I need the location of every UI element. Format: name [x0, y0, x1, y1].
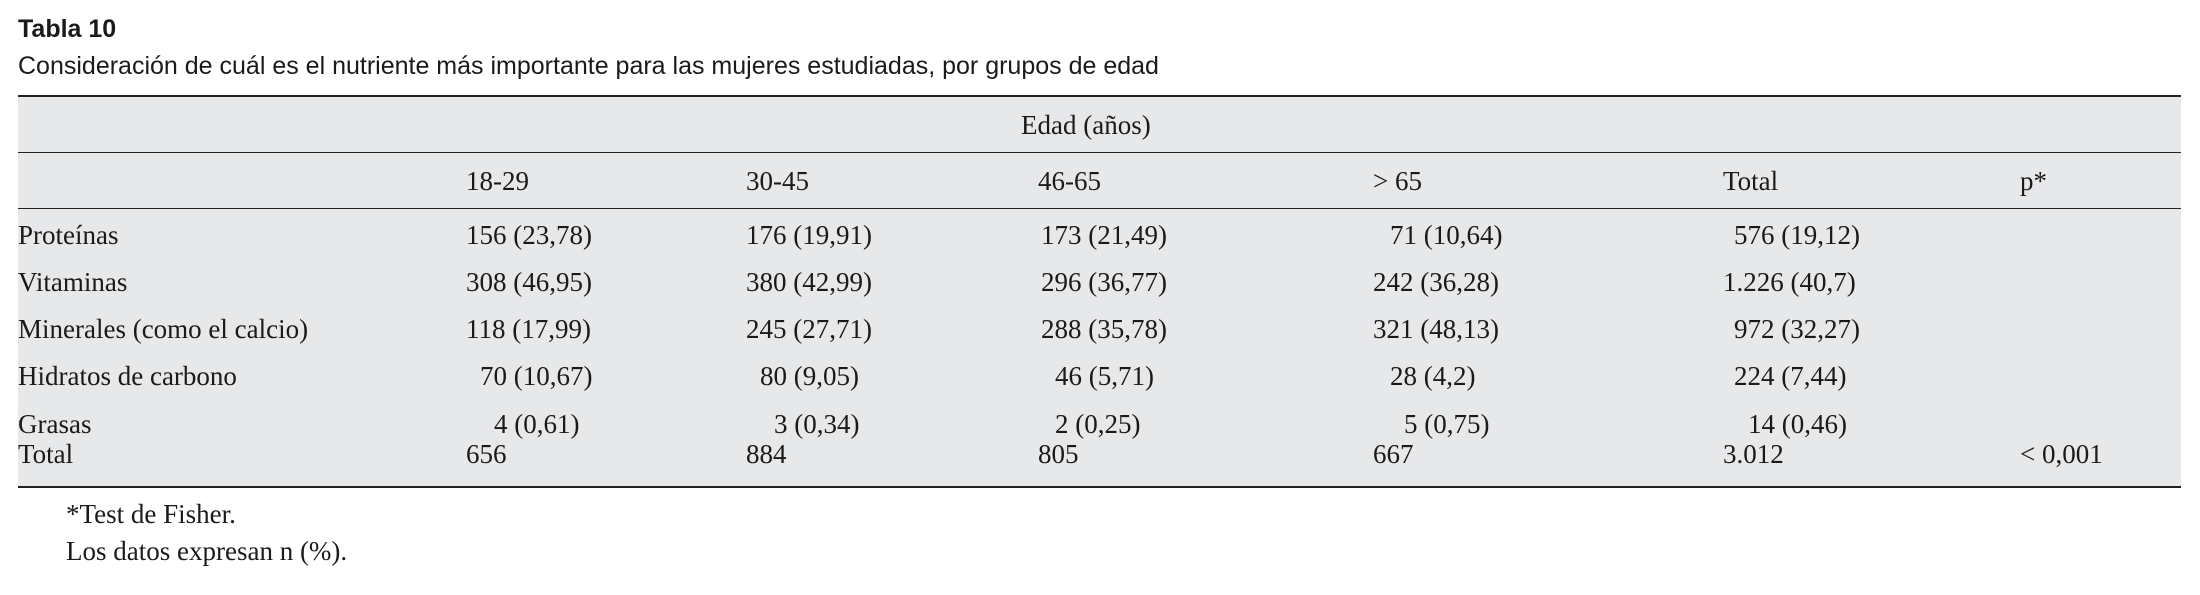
- row-label: Grasas: [18, 409, 92, 439]
- table-cell: 380 (42,99): [746, 267, 872, 297]
- footnote-data: Los datos expresan n (%).: [66, 536, 348, 566]
- table-cell: 80 (9,05): [760, 361, 859, 391]
- table-cell: 14 (0,46): [1748, 409, 1847, 439]
- p-value-cell: < 0,001: [2020, 439, 2103, 469]
- header-rule: [18, 208, 2181, 209]
- table-cell: 224 (7,44): [1734, 361, 1847, 391]
- row-label: Hidratos de carbono: [18, 361, 237, 391]
- table-cell: 118 (17,99): [466, 314, 591, 344]
- column-header: 46-65: [1038, 166, 1101, 196]
- table-cell: 3.012: [1723, 439, 1784, 469]
- column-header: 30-45: [746, 166, 809, 196]
- data-table: Edad (años) 18-29 30-45 46-65 > 65 Total…: [18, 95, 2181, 488]
- table-cell: 288 (35,78): [1041, 314, 1167, 344]
- table-cell: 884: [746, 439, 787, 469]
- column-header: > 65: [1373, 166, 1422, 196]
- table-cell: 805: [1038, 439, 1079, 469]
- table-cell: 2 (0,25): [1055, 409, 1141, 439]
- column-spanner: Edad (años): [1021, 110, 1151, 140]
- table-title: Tabla 10: [18, 15, 117, 43]
- table-cell: 5 (0,75): [1404, 409, 1490, 439]
- footnote-test: *Test de Fisher.: [66, 499, 236, 529]
- table-cell: 71 (10,64): [1390, 220, 1503, 250]
- row-label: Total: [18, 439, 74, 469]
- table-cell: 667: [1373, 439, 1414, 469]
- table-cell: 176 (19,91): [746, 220, 872, 250]
- table-cell: 28 (4,2): [1390, 361, 1476, 391]
- column-header: p*: [2020, 166, 2047, 196]
- table-cell: 4 (0,61): [494, 409, 580, 439]
- table-cell: 156 (23,78): [466, 220, 592, 250]
- table-caption: Consideración de cuál es el nutriente má…: [18, 52, 1159, 80]
- table-cell: 308 (46,95): [466, 267, 592, 297]
- table-cell: 296 (36,77): [1041, 267, 1167, 297]
- table-cell: 173 (21,49): [1041, 220, 1167, 250]
- column-header: Total: [1723, 166, 1779, 196]
- row-label: Vitaminas: [18, 267, 128, 297]
- table-cell: 70 (10,67): [480, 361, 593, 391]
- spanner-rule: [18, 152, 2181, 153]
- table-cell: 46 (5,71): [1055, 361, 1154, 391]
- table-cell: 1.226 (40,7): [1723, 267, 1856, 297]
- column-header: 18-29: [466, 166, 529, 196]
- row-label: Minerales (como el calcio): [18, 314, 309, 344]
- table-cell: 3 (0,34): [774, 409, 860, 439]
- table-cell: 245 (27,71): [746, 314, 872, 344]
- row-label: Proteínas: [18, 220, 119, 250]
- table-cell: 972 (32,27): [1734, 314, 1860, 344]
- table-cell: 321 (48,13): [1373, 314, 1499, 344]
- table-cell: 576 (19,12): [1734, 220, 1860, 250]
- table-cell: 242 (36,28): [1373, 267, 1499, 297]
- table-cell: 656: [466, 439, 507, 469]
